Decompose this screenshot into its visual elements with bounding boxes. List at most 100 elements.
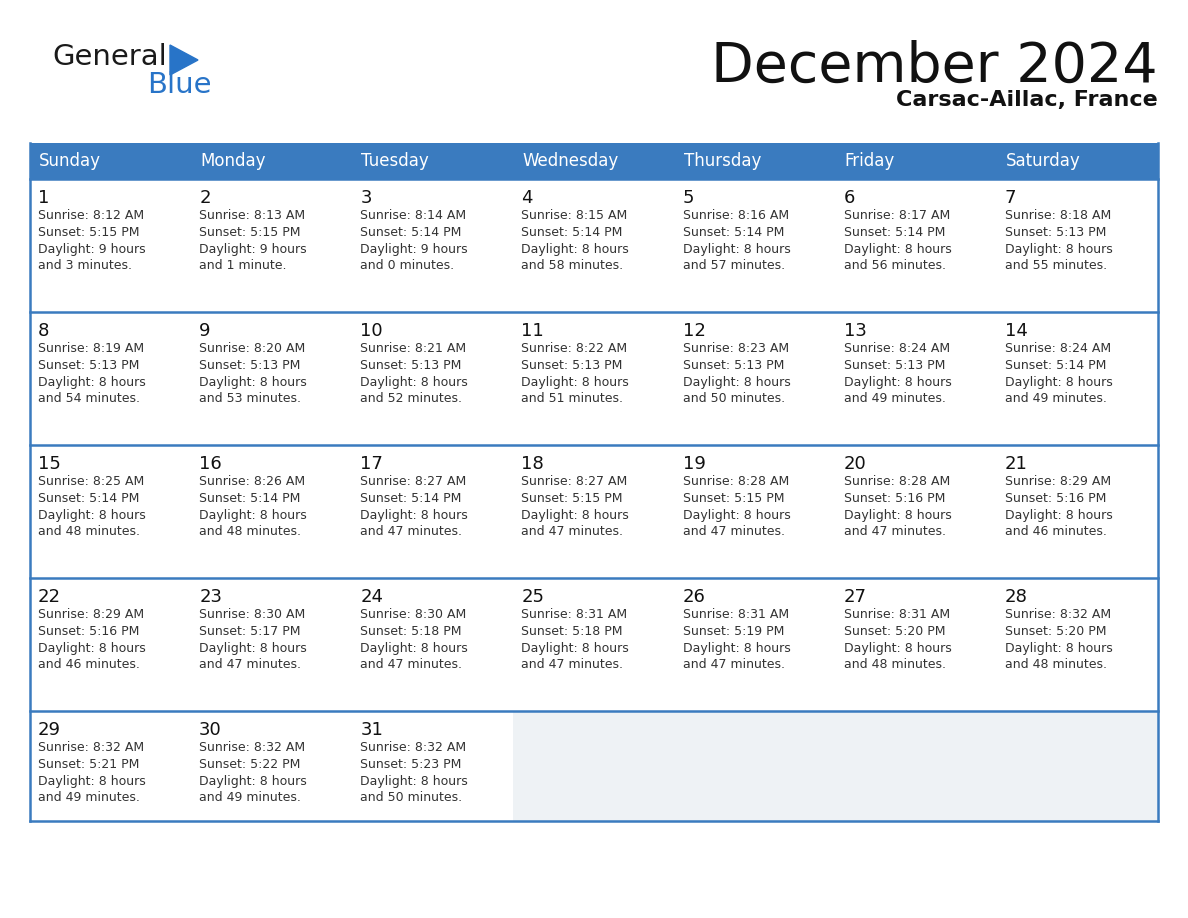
Text: Sunset: 5:18 PM: Sunset: 5:18 PM bbox=[522, 625, 623, 638]
Text: Sunset: 5:13 PM: Sunset: 5:13 PM bbox=[200, 359, 301, 372]
Text: and 48 minutes.: and 48 minutes. bbox=[200, 525, 301, 538]
Text: Sunset: 5:20 PM: Sunset: 5:20 PM bbox=[1005, 625, 1106, 638]
Text: Daylight: 8 hours: Daylight: 8 hours bbox=[360, 642, 468, 655]
Text: and 47 minutes.: and 47 minutes. bbox=[360, 658, 462, 671]
Text: Sunrise: 8:31 AM: Sunrise: 8:31 AM bbox=[843, 608, 950, 621]
Text: and 56 minutes.: and 56 minutes. bbox=[843, 259, 946, 272]
Bar bbox=[353, 711, 513, 821]
Text: Sunrise: 8:27 AM: Sunrise: 8:27 AM bbox=[522, 475, 627, 488]
Text: Sunset: 5:14 PM: Sunset: 5:14 PM bbox=[360, 226, 462, 239]
Text: Daylight: 8 hours: Daylight: 8 hours bbox=[683, 376, 790, 389]
Text: Sunrise: 8:21 AM: Sunrise: 8:21 AM bbox=[360, 342, 467, 355]
Text: 3: 3 bbox=[360, 189, 372, 207]
Text: and 47 minutes.: and 47 minutes. bbox=[683, 658, 784, 671]
Text: 24: 24 bbox=[360, 588, 384, 606]
Text: Sunrise: 8:27 AM: Sunrise: 8:27 AM bbox=[360, 475, 467, 488]
Text: and 50 minutes.: and 50 minutes. bbox=[360, 791, 462, 804]
Text: Daylight: 8 hours: Daylight: 8 hours bbox=[200, 509, 307, 522]
Text: Sunset: 5:14 PM: Sunset: 5:14 PM bbox=[683, 226, 784, 239]
Bar bbox=[513, 578, 675, 711]
Bar bbox=[513, 445, 675, 578]
Text: Thursday: Thursday bbox=[683, 152, 762, 170]
Bar bbox=[835, 578, 997, 711]
Text: and 46 minutes.: and 46 minutes. bbox=[1005, 525, 1107, 538]
Text: 21: 21 bbox=[1005, 455, 1028, 473]
Text: 12: 12 bbox=[683, 322, 706, 340]
Text: Daylight: 8 hours: Daylight: 8 hours bbox=[360, 775, 468, 788]
Text: and 58 minutes.: and 58 minutes. bbox=[522, 259, 624, 272]
Text: Sunrise: 8:24 AM: Sunrise: 8:24 AM bbox=[843, 342, 950, 355]
Text: Sunrise: 8:12 AM: Sunrise: 8:12 AM bbox=[38, 209, 144, 222]
Text: Daylight: 9 hours: Daylight: 9 hours bbox=[200, 243, 307, 256]
Text: Daylight: 8 hours: Daylight: 8 hours bbox=[843, 642, 952, 655]
Text: Daylight: 9 hours: Daylight: 9 hours bbox=[38, 243, 146, 256]
Text: Sunset: 5:15 PM: Sunset: 5:15 PM bbox=[200, 226, 301, 239]
Text: Daylight: 8 hours: Daylight: 8 hours bbox=[360, 509, 468, 522]
Text: Sunrise: 8:20 AM: Sunrise: 8:20 AM bbox=[200, 342, 305, 355]
Text: 22: 22 bbox=[38, 588, 61, 606]
Bar bbox=[835, 179, 997, 312]
Text: Sunrise: 8:30 AM: Sunrise: 8:30 AM bbox=[200, 608, 305, 621]
Text: Sunrise: 8:23 AM: Sunrise: 8:23 AM bbox=[683, 342, 789, 355]
Bar bbox=[30, 578, 191, 711]
Bar bbox=[997, 578, 1158, 711]
Text: 31: 31 bbox=[360, 721, 384, 739]
Text: Sunset: 5:13 PM: Sunset: 5:13 PM bbox=[522, 359, 623, 372]
Text: Daylight: 8 hours: Daylight: 8 hours bbox=[683, 642, 790, 655]
Text: General: General bbox=[52, 43, 166, 71]
Bar bbox=[513, 312, 675, 445]
Text: 11: 11 bbox=[522, 322, 544, 340]
Text: 18: 18 bbox=[522, 455, 544, 473]
Text: Daylight: 8 hours: Daylight: 8 hours bbox=[38, 642, 146, 655]
Text: Carsac-Aillac, France: Carsac-Aillac, France bbox=[896, 90, 1158, 110]
Text: and 47 minutes.: and 47 minutes. bbox=[200, 658, 301, 671]
Text: 23: 23 bbox=[200, 588, 222, 606]
Text: and 57 minutes.: and 57 minutes. bbox=[683, 259, 785, 272]
Text: 25: 25 bbox=[522, 588, 544, 606]
Text: Sunrise: 8:30 AM: Sunrise: 8:30 AM bbox=[360, 608, 467, 621]
Bar bbox=[997, 312, 1158, 445]
Text: Daylight: 8 hours: Daylight: 8 hours bbox=[683, 509, 790, 522]
Text: and 48 minutes.: and 48 minutes. bbox=[38, 525, 140, 538]
Text: Daylight: 8 hours: Daylight: 8 hours bbox=[683, 243, 790, 256]
Text: 1: 1 bbox=[38, 189, 50, 207]
Text: Daylight: 8 hours: Daylight: 8 hours bbox=[200, 376, 307, 389]
Text: and 49 minutes.: and 49 minutes. bbox=[1005, 392, 1107, 405]
Text: 7: 7 bbox=[1005, 189, 1017, 207]
Text: 15: 15 bbox=[38, 455, 61, 473]
Text: Sunrise: 8:32 AM: Sunrise: 8:32 AM bbox=[360, 741, 467, 754]
Text: Daylight: 8 hours: Daylight: 8 hours bbox=[522, 243, 630, 256]
Bar bbox=[675, 143, 835, 179]
Text: Sunset: 5:18 PM: Sunset: 5:18 PM bbox=[360, 625, 462, 638]
Bar bbox=[513, 143, 675, 179]
Bar bbox=[675, 711, 835, 821]
Text: Daylight: 8 hours: Daylight: 8 hours bbox=[1005, 376, 1113, 389]
Text: 8: 8 bbox=[38, 322, 50, 340]
Text: Sunrise: 8:16 AM: Sunrise: 8:16 AM bbox=[683, 209, 789, 222]
Text: and 54 minutes.: and 54 minutes. bbox=[38, 392, 140, 405]
Text: and 51 minutes.: and 51 minutes. bbox=[522, 392, 624, 405]
Text: 30: 30 bbox=[200, 721, 222, 739]
Text: Sunrise: 8:15 AM: Sunrise: 8:15 AM bbox=[522, 209, 627, 222]
Bar bbox=[191, 143, 353, 179]
Text: Sunrise: 8:32 AM: Sunrise: 8:32 AM bbox=[1005, 608, 1111, 621]
Text: and 47 minutes.: and 47 minutes. bbox=[683, 525, 784, 538]
Text: Sunset: 5:19 PM: Sunset: 5:19 PM bbox=[683, 625, 784, 638]
Text: and 47 minutes.: and 47 minutes. bbox=[360, 525, 462, 538]
Text: Sunrise: 8:31 AM: Sunrise: 8:31 AM bbox=[522, 608, 627, 621]
Bar bbox=[675, 179, 835, 312]
Text: Daylight: 8 hours: Daylight: 8 hours bbox=[200, 642, 307, 655]
Bar bbox=[997, 143, 1158, 179]
Text: 17: 17 bbox=[360, 455, 384, 473]
Text: Sunset: 5:13 PM: Sunset: 5:13 PM bbox=[683, 359, 784, 372]
Text: and 47 minutes.: and 47 minutes. bbox=[522, 525, 624, 538]
Text: Sunset: 5:16 PM: Sunset: 5:16 PM bbox=[1005, 492, 1106, 505]
Text: Daylight: 8 hours: Daylight: 8 hours bbox=[360, 376, 468, 389]
Text: and 53 minutes.: and 53 minutes. bbox=[200, 392, 301, 405]
Text: Sunset: 5:20 PM: Sunset: 5:20 PM bbox=[843, 625, 946, 638]
Bar bbox=[353, 445, 513, 578]
Text: Sunrise: 8:32 AM: Sunrise: 8:32 AM bbox=[200, 741, 305, 754]
Text: December 2024: December 2024 bbox=[712, 40, 1158, 94]
Text: 26: 26 bbox=[683, 588, 706, 606]
Text: Daylight: 8 hours: Daylight: 8 hours bbox=[843, 243, 952, 256]
